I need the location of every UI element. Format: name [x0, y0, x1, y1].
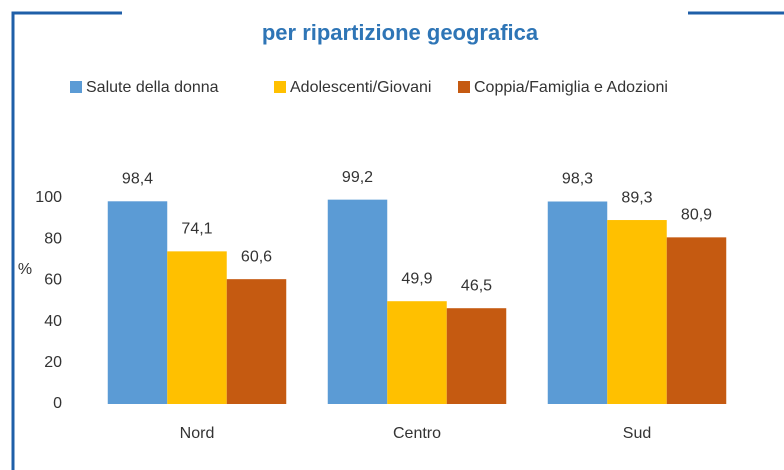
bar [107, 201, 168, 404]
bar [607, 220, 667, 404]
bar [327, 199, 388, 404]
data-label: 98,4 [122, 171, 153, 188]
x-tick-label: Centro [393, 425, 441, 442]
data-label: 80,9 [681, 207, 712, 224]
bar [167, 251, 227, 404]
data-label: 49,9 [401, 270, 432, 287]
bar [666, 237, 727, 404]
frame [11, 11, 784, 470]
x-tick-label: Sud [623, 425, 651, 442]
x-tick-label: Nord [180, 425, 215, 442]
y-tick-label: 0 [53, 395, 62, 412]
data-label: 60,6 [241, 248, 272, 265]
chart-title: per ripartizione geografica [262, 20, 539, 45]
data-label: 98,3 [562, 171, 593, 188]
legend-swatch [70, 81, 82, 93]
data-label: 99,2 [342, 169, 373, 186]
bar [446, 308, 507, 404]
y-tick-label: 20 [44, 354, 62, 371]
bar [387, 301, 447, 404]
legend-swatch [458, 81, 470, 93]
y-tick-label: 60 [44, 272, 62, 289]
legend-label: Adolescenti/Giovani [290, 79, 431, 96]
y-tick-label: 80 [44, 230, 62, 247]
y-tick-label: 100 [35, 189, 62, 206]
bar [226, 279, 287, 404]
y-tick-label: 40 [44, 313, 62, 330]
data-label: 74,1 [181, 221, 212, 238]
legend-swatch [274, 81, 286, 93]
data-label: 46,5 [461, 277, 492, 294]
data-label: 89,3 [621, 189, 652, 206]
legend-label: Salute della donna [86, 79, 219, 96]
y-axis-label: % [18, 261, 32, 278]
legend-label: Coppia/Famiglia e Adozioni [474, 79, 668, 96]
bar [547, 201, 608, 404]
